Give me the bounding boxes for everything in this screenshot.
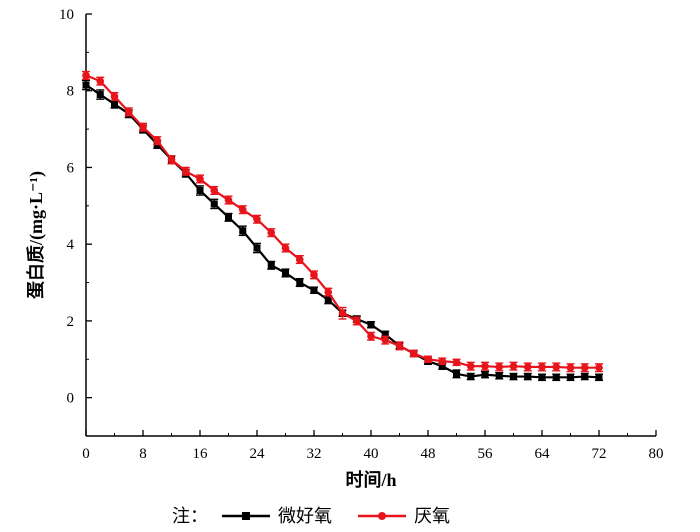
data-point xyxy=(581,373,589,381)
data-point xyxy=(253,244,261,252)
data-point xyxy=(595,373,603,381)
y-tick-label: 8 xyxy=(67,84,75,100)
data-point xyxy=(580,363,589,372)
data-point xyxy=(324,288,333,296)
x-tick-label: 16 xyxy=(193,446,209,462)
data-point xyxy=(310,286,318,294)
data-point xyxy=(552,363,561,371)
data-point xyxy=(196,175,204,183)
x-tick-label: 32 xyxy=(307,446,322,462)
y-tick-label: 4 xyxy=(67,237,75,253)
data-point xyxy=(595,363,603,372)
data-point xyxy=(495,372,503,380)
x-tick-label: 72 xyxy=(592,446,607,462)
y-axis-title: 蛋白质/(mg·L⁻¹) xyxy=(25,171,47,299)
data-point xyxy=(381,336,390,344)
data-point xyxy=(181,167,190,176)
data-point xyxy=(267,228,276,237)
data-point xyxy=(210,186,219,195)
data-point xyxy=(196,186,204,194)
data-point xyxy=(453,370,460,378)
data-point xyxy=(224,196,233,204)
data-point xyxy=(467,373,475,381)
data-point xyxy=(239,227,247,235)
data-point xyxy=(82,81,90,89)
x-tick-label: 24 xyxy=(250,446,266,462)
y-tick-label: 10 xyxy=(59,7,74,23)
data-point xyxy=(352,317,361,325)
y-tick-label: 6 xyxy=(67,160,75,176)
y-tick-label: 0 xyxy=(67,391,75,407)
data-point xyxy=(96,77,105,85)
series-layer xyxy=(82,70,603,382)
data-point xyxy=(523,363,532,371)
x-tick-label: 8 xyxy=(139,446,147,462)
data-point xyxy=(566,363,575,372)
data-point xyxy=(82,71,90,80)
data-point xyxy=(153,136,162,145)
data-point xyxy=(510,373,517,381)
data-point xyxy=(481,362,489,370)
data-point xyxy=(466,362,475,370)
legend-prefix: 注： xyxy=(172,506,208,527)
series-1 xyxy=(82,79,603,382)
data-point xyxy=(567,373,574,381)
data-point xyxy=(495,363,504,371)
x-tick-label: 56 xyxy=(478,446,494,462)
data-point xyxy=(296,279,304,287)
legend-label: 厌氧 xyxy=(414,506,450,527)
series-line xyxy=(85,84,600,379)
y-tick-label: 2 xyxy=(67,314,75,330)
x-axis-title: 时间/h xyxy=(345,470,396,490)
data-point xyxy=(225,213,232,221)
data-point xyxy=(295,255,304,264)
x-tick-label: 64 xyxy=(535,446,551,462)
data-point xyxy=(96,91,104,99)
data-point xyxy=(110,92,119,101)
data-point xyxy=(282,269,289,277)
x-tick-label: 48 xyxy=(421,446,436,462)
data-point xyxy=(310,271,318,279)
x-tick-label: 80 xyxy=(649,446,664,462)
data-point xyxy=(524,373,532,381)
data-point xyxy=(124,108,133,116)
data-point xyxy=(253,215,261,224)
data-point xyxy=(338,309,347,318)
data-point xyxy=(538,373,546,381)
data-point xyxy=(167,155,176,164)
data-point xyxy=(509,362,518,370)
data-point xyxy=(452,358,461,367)
legend-marker xyxy=(242,512,250,520)
data-point xyxy=(552,373,560,381)
x-tick-label: 0 xyxy=(82,446,90,462)
data-point xyxy=(281,244,290,252)
data-point xyxy=(395,342,404,350)
data-point xyxy=(238,205,247,214)
data-point xyxy=(409,349,418,358)
data-point xyxy=(481,371,489,379)
data-point xyxy=(139,123,147,131)
x-tick-label: 40 xyxy=(364,446,379,462)
data-point xyxy=(210,200,218,208)
series-line xyxy=(85,74,599,369)
data-point xyxy=(424,355,432,364)
data-point xyxy=(367,332,375,341)
series-2 xyxy=(82,70,603,373)
data-point xyxy=(538,363,546,371)
data-point xyxy=(381,330,389,338)
legend-label: 微好氧 xyxy=(278,506,332,527)
legend: 注： 微好氧 厌氧 xyxy=(172,506,450,527)
data-point xyxy=(267,261,275,269)
data-point xyxy=(367,321,375,329)
data-point xyxy=(324,296,332,304)
data-point xyxy=(111,100,118,108)
legend-marker xyxy=(378,512,386,520)
data-point xyxy=(438,362,446,370)
data-point xyxy=(438,357,447,365)
